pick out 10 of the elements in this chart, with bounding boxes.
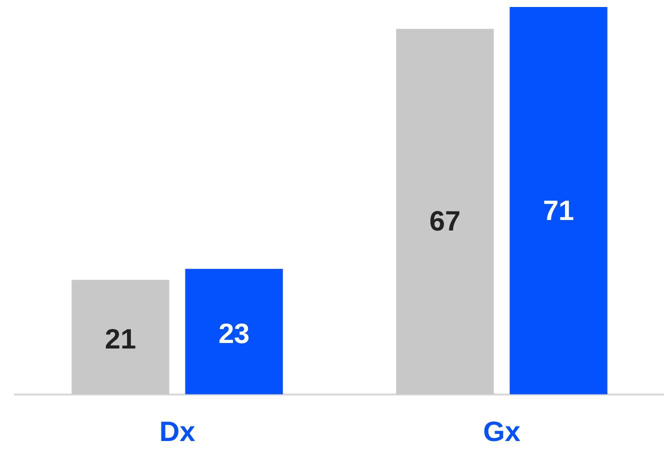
data-label: 71 <box>542 195 574 226</box>
bar <box>396 28 494 394</box>
data-label: 23 <box>218 318 250 350</box>
data-label: 67 <box>429 205 461 236</box>
x-tick-label: Gx <box>483 416 521 447</box>
bar <box>72 280 170 394</box>
bar <box>185 268 283 394</box>
bar <box>510 7 608 394</box>
data-label: 21 <box>104 323 136 354</box>
x-tick-label: Dx <box>159 416 196 447</box>
